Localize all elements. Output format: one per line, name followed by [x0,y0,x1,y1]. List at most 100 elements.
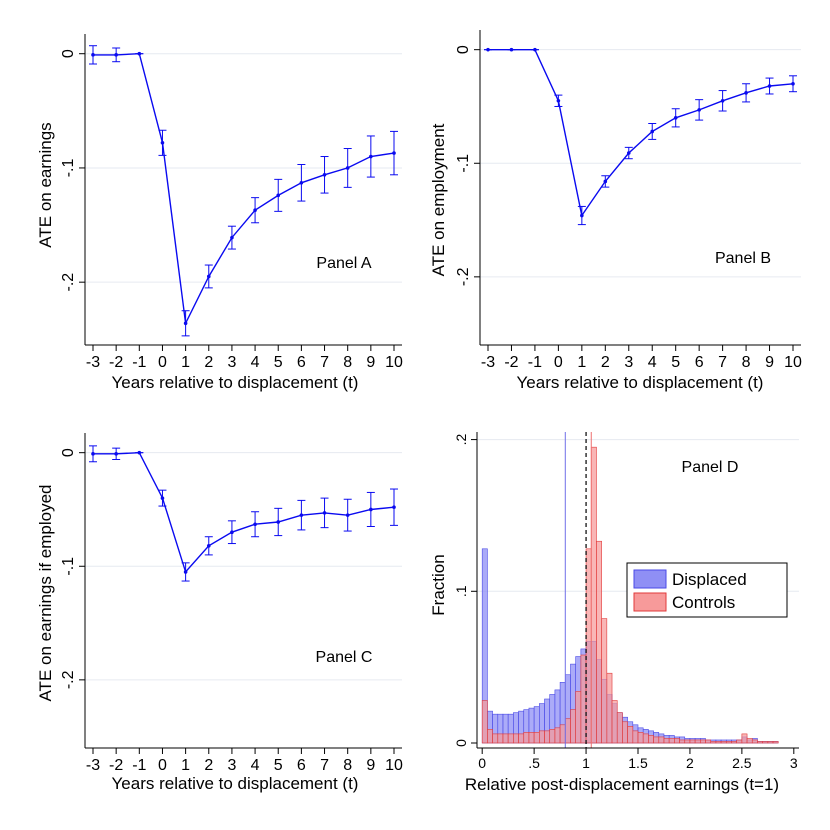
ate-point [137,450,142,455]
controls-bar [648,735,654,744]
y-tick-label: 0 [455,45,472,54]
controls-bar [663,738,670,744]
x-tick-label: 4 [251,354,260,371]
controls-bar [539,730,545,744]
x-tick-label: 6 [297,354,306,371]
x-tick-label: 0 [158,757,167,774]
ate-point [160,141,165,145]
legend: Displaced Controls [626,562,788,618]
ate-point [91,452,95,456]
x-tick-label: 10 [385,354,403,371]
ate-point [230,235,234,240]
controls-bar [725,741,732,744]
x-tick-label: 7 [320,354,329,371]
controls-bar [549,729,556,744]
controls-bar [679,739,686,744]
ate-point [603,179,608,184]
controls-bar [684,739,691,744]
x-tick-label: 8 [343,757,352,774]
x-tick-label: 6 [695,354,704,371]
controls-bar [757,741,763,744]
ate-point [299,513,304,517]
controls-bar [580,654,587,744]
controls-bar [507,733,514,744]
controls-bar [637,732,644,744]
ate-point [322,511,327,515]
controls-bar [606,672,613,744]
controls-bar [627,726,634,744]
ate-point [791,81,795,86]
controls-bar [658,736,665,744]
ate-point [650,129,655,134]
controls-bar [700,739,706,744]
controls-bar [694,739,701,744]
ate-line [93,52,395,326]
x-tick-label: 1 [181,757,190,774]
x-tick-label: 0 [554,354,563,371]
ate-point [767,84,772,88]
x-tick-label: 2 [686,755,694,771]
ate-point [322,172,327,177]
ate-point [253,208,257,213]
x-tick-label: 3 [790,755,798,771]
ate-point [369,507,373,512]
x-tick-label: 1.5 [628,755,648,771]
ate-line [93,451,395,574]
controls-bar [601,618,608,744]
ate-point [183,321,188,326]
controls-bar [674,738,680,744]
x-tick-label: 1 [181,354,190,371]
x-tick-label: -2 [504,354,518,371]
controls-bar [513,733,519,744]
panel-b-x-axis-title: Years relative to displacement (t) [517,373,764,392]
y-tick-label: -.2 [60,670,77,689]
x-tick-label: -3 [481,354,495,371]
ate-point [160,496,165,500]
ate-point [345,166,350,170]
ate-point [206,544,211,548]
x-tick-label: 2 [204,354,213,371]
x-tick-label: .5 [528,755,540,771]
panel-b-y-axis-title: ATE on employment [429,123,448,276]
panel-c-chart: 0-.1-.2-3 -2 -1 0 1 2 3 4 5 6 7 8 9 10 Panel C Years … [36,433,403,793]
y-tick-label: -.2 [455,267,472,286]
ate-point [744,91,748,95]
x-tick-label: 2 [601,354,610,371]
controls-bar [772,741,779,744]
controls-bar [715,741,722,744]
y-tick-label: -.2 [60,273,77,292]
x-tick-label: 7 [320,757,329,774]
ate-point [253,522,257,527]
ate-point [137,51,142,56]
ate-point [626,151,631,155]
panel-d-label: Panel D [682,459,739,476]
y-tick-label: 0 [60,448,77,457]
ate-point [276,520,281,524]
x-tick-label: -2 [109,354,123,371]
x-tick-label: 1 [582,755,590,771]
x-tick-label: 3 [227,354,236,371]
panel-b-label: Panel B [715,250,771,267]
y-tick-label: -.1 [60,557,77,576]
x-tick-label: 5 [274,757,283,774]
controls-bar [705,739,712,744]
ate-point [345,513,350,517]
x-tick-label: -1 [132,757,146,774]
ate-point [91,53,95,57]
ate-point [580,213,584,218]
x-tick-label: -3 [86,757,100,774]
controls-bar [487,729,493,744]
ate-point [299,180,304,185]
legend-controls-swatch [633,592,667,612]
x-tick-label: -1 [132,354,146,371]
y-tick-label: .2 [453,434,469,446]
controls-bar [575,691,582,744]
controls-bar [731,741,737,744]
panel-d-y-axis-title: Fraction [429,554,448,615]
ate-point [183,570,188,574]
controls-bar [736,739,743,744]
controls-bar [762,741,769,744]
x-tick-label: 9 [366,757,375,774]
ate-point [114,53,118,57]
ate-point [720,98,725,103]
